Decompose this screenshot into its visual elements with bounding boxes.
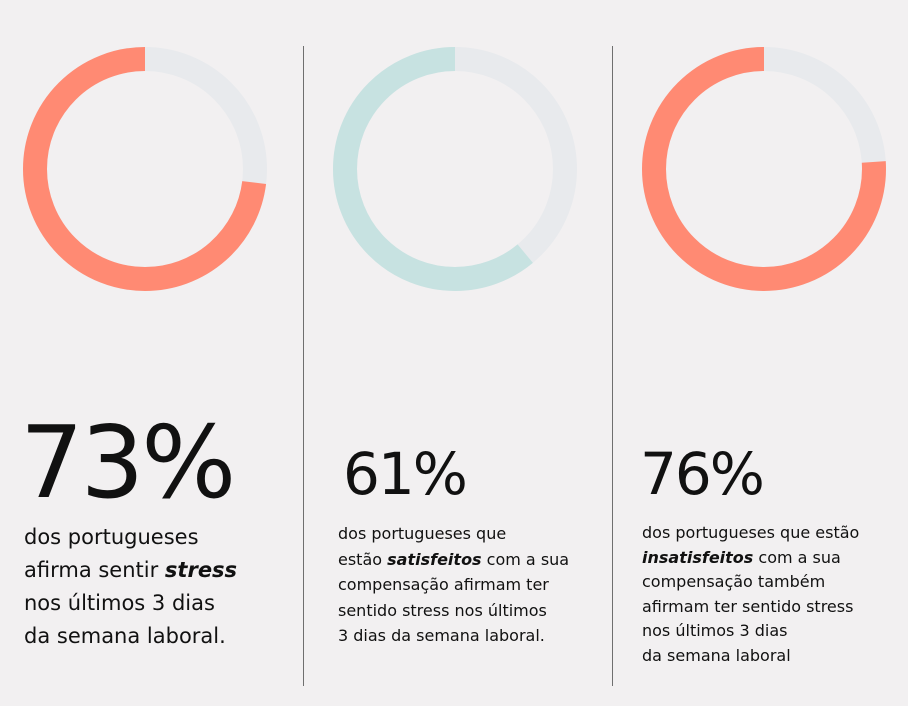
stat-value-3: 76% (640, 440, 765, 508)
emphasis-text: satisfeitos (387, 549, 482, 569)
stat-column-3: 76% dos portugueses que estão insatisfeit… (614, 0, 908, 706)
donut-value-arc (333, 47, 577, 291)
description-line: da semana laboral (642, 645, 791, 665)
stat-value-2: 61% (343, 440, 468, 508)
description-line: compensação afirmam ter (338, 575, 549, 594)
description-line: 3 dias da semana laboral. (338, 626, 545, 645)
donut-chart-3 (642, 47, 886, 291)
stat-description-1: dos portugueses afirma sentir stress nos ú… (24, 521, 237, 653)
donut-value-arc (23, 47, 267, 291)
description-line: estão satisfeitos com a sua (338, 549, 570, 569)
emphasis-text: stress (164, 558, 238, 582)
emphasis-text: insatisfeitos (642, 547, 754, 567)
stat-column-1: 73% dos portugueses afirma sentir stress n… (0, 0, 300, 706)
donut-chart-2 (333, 47, 577, 291)
stat-column-2: 61% dos portugueses que estão satisfeitos… (305, 0, 611, 706)
description-line: nos últimos 3 dias (24, 591, 215, 615)
description-line: sentido stress nos últimos (338, 600, 547, 620)
column-divider-1 (303, 46, 304, 686)
description-line: afirmam ter sentido stress (642, 596, 854, 616)
stat-description-2: dos portugueses que estão satisfeitos com… (338, 521, 569, 649)
description-line: dos portugueses (24, 525, 199, 549)
description-line: dos portugueses que (338, 524, 507, 543)
stat-value-1: 73% (20, 404, 236, 521)
description-line: dos portugueses que estão (642, 523, 860, 542)
description-line: da semana laboral. (24, 624, 226, 648)
stat-description-3: dos portugueses que estão insatisfeitos c… (642, 521, 859, 668)
donut-value-arc (642, 47, 886, 291)
donut-chart-1 (23, 47, 267, 291)
description-line: insatisfeitos com a sua (642, 547, 841, 567)
column-divider-2 (612, 46, 613, 686)
description-line: nos últimos 3 dias (642, 621, 788, 640)
description-line: afirma sentir stress (24, 558, 238, 582)
description-line: compensação também (642, 572, 826, 591)
